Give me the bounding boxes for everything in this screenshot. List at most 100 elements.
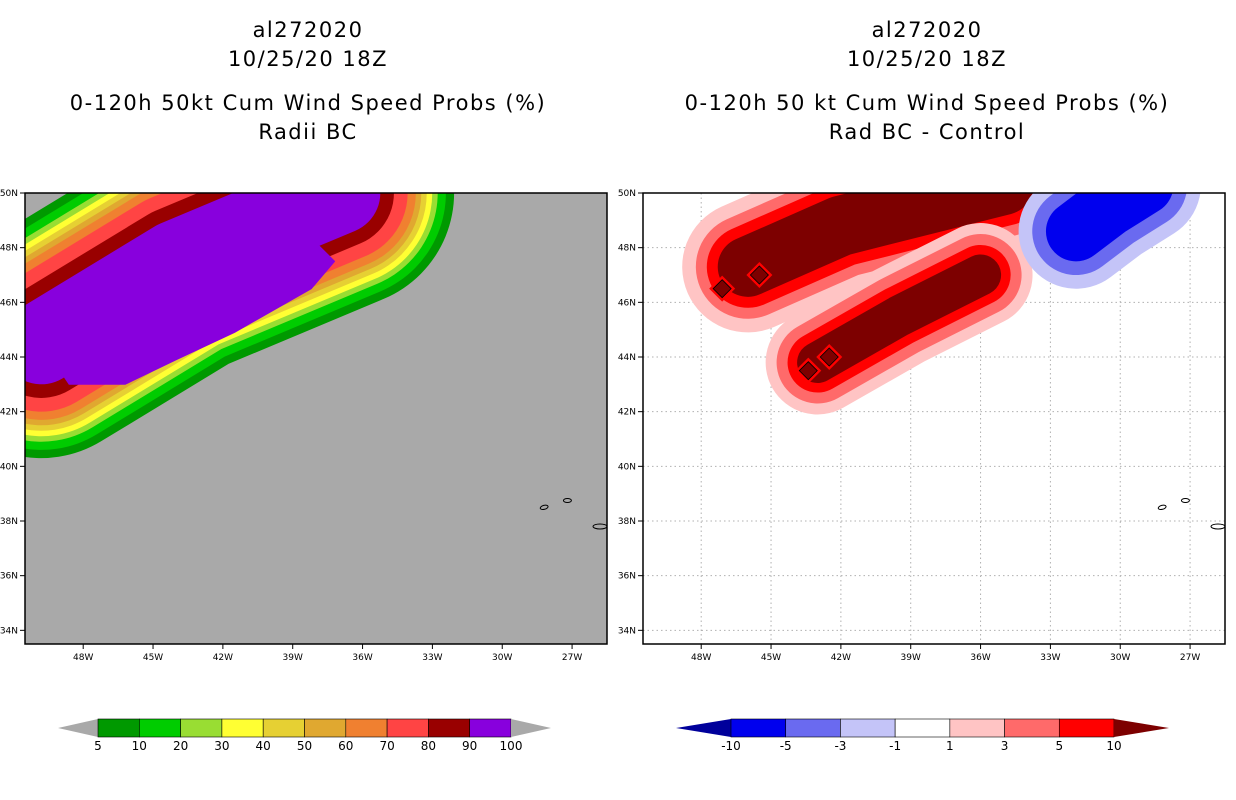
- left-x-tick-label: 27W: [562, 653, 582, 663]
- left-title-line3: 0-120h 50kt Cum Wind Speed Probs (%): [70, 91, 546, 115]
- colorbar-high-arrow: [1114, 719, 1169, 737]
- left-y-tick-label: 42N: [0, 408, 18, 418]
- left-y-tick-label: 50N: [0, 189, 18, 199]
- right-grid: [643, 192, 1225, 644]
- colorbar-swatch: [345, 718, 388, 738]
- right-difference-field: [682, 193, 1200, 415]
- left-x-tick-label: 36W: [352, 653, 372, 663]
- colorbar-low-arrow: [58, 719, 98, 737]
- colorbar-high-arrow: [511, 719, 551, 737]
- diff-cell: [819, 347, 839, 367]
- left-x-tick-label: 42W: [213, 653, 233, 663]
- south-positive-band-10: [797, 254, 1002, 383]
- left-title-line1: al272020: [253, 18, 364, 42]
- left-title-line2: 10/25/20 18Z: [228, 47, 388, 71]
- colorbar-label: 90: [462, 739, 477, 753]
- left-y-tick-label: 36N: [0, 572, 18, 582]
- left-y-tick-label: 40N: [0, 462, 18, 472]
- diff-cell: [712, 279, 732, 299]
- colorbar-swatch: [469, 718, 512, 738]
- north-positive-band-10: [717, 193, 1033, 297]
- right-y-tick-label: 40N: [618, 462, 636, 472]
- left-x-tick-label: 39W: [283, 653, 303, 663]
- left-title-line4: Radii BC: [258, 120, 357, 144]
- colorbar-label: -3: [834, 739, 846, 753]
- colorbar-label: 10: [1106, 739, 1121, 753]
- right-axes: 48W 45W 42W 39W 36W 33W 30W 27W 34N 36N 38N 40N 42N 4…: [618, 189, 1201, 663]
- colorbar-swatch: [785, 718, 841, 738]
- left-island: [539, 504, 549, 511]
- colorbar-swatch: [221, 718, 264, 738]
- left-x-tick-label: 45W: [143, 653, 163, 663]
- right-y-tick-label: 44N: [618, 353, 636, 363]
- colorbar-label: -10: [721, 739, 741, 753]
- colorbar-label: 3: [1001, 739, 1009, 753]
- right-panel: al272020 10/25/20 18Z 0-120h 50 kt Cum W…: [618, 18, 1226, 753]
- left-axes: 48W 45W 42W 39W 36W 33W 30W 27W 34N 36N 38N 40N 42N 4…: [0, 189, 582, 663]
- right-colorbar: -10 -5 -3 -1 1 3 5 10: [676, 718, 1169, 753]
- right-y-tick-label: 34N: [618, 626, 636, 636]
- left-probability-field: [25, 193, 455, 459]
- diff-cell: [798, 361, 818, 381]
- colorbar-swatch: [262, 718, 305, 738]
- colorbar-swatch: [139, 718, 181, 738]
- colorbar-label: -1: [889, 739, 901, 753]
- colorbar-swatch: [428, 718, 470, 738]
- left-x-tick-label: 48W: [73, 653, 93, 663]
- right-island: [1157, 504, 1167, 511]
- colorbar-label: 20: [173, 739, 188, 753]
- diff-cell: [749, 265, 769, 285]
- right-plot-frame: [642, 192, 1226, 645]
- right-title-line3: 0-120h 50 kt Cum Wind Speed Probs (%): [685, 91, 1170, 115]
- negative-band--5: [1045, 193, 1173, 262]
- left-colorbar: 5 10 20 30 40 50 60 70 80 90 100: [58, 718, 551, 753]
- right-title-line2: 10/25/20 18Z: [847, 47, 1007, 71]
- right-y-tick-label: 38N: [618, 517, 636, 527]
- colorbar-swatch: [949, 718, 1005, 738]
- colorbar-swatch: [304, 718, 347, 738]
- colorbar-swatch: [894, 718, 951, 738]
- colorbar-swatch: [386, 718, 429, 738]
- right-title-line4: Rad BC - Control: [829, 120, 1026, 144]
- colorbar-swatch: [97, 718, 140, 738]
- colorbar-label: 10: [132, 739, 147, 753]
- colorbar-swatch: [840, 718, 896, 738]
- colorbar-swatch: [730, 718, 787, 738]
- colorbar-label: 5: [94, 739, 102, 753]
- right-x-tick-label: 48W: [691, 653, 711, 663]
- left-x-tick-label: 33W: [422, 653, 442, 663]
- colorbar-label: 100: [500, 739, 523, 753]
- right-y-tick-label: 46N: [618, 298, 636, 308]
- right-y-tick-label: 50N: [618, 189, 636, 199]
- right-x-tick-label: 45W: [761, 653, 781, 663]
- colorbar-label: 70: [379, 739, 394, 753]
- right-title-line1: al272020: [872, 18, 983, 42]
- colorbar-label: -5: [780, 739, 792, 753]
- left-y-tick-label: 34N: [0, 626, 18, 636]
- left-y-tick-label: 46N: [0, 298, 18, 308]
- colorbar-swatch: [1058, 718, 1115, 738]
- colorbar-swatch: [1004, 718, 1060, 738]
- right-x-tick-label: 30W: [1110, 653, 1130, 663]
- colorbar-swatch: [180, 718, 223, 738]
- colorbar-label: 50: [297, 739, 312, 753]
- right-y-tick-label: 48N: [618, 244, 636, 254]
- left-x-tick-label: 30W: [492, 653, 512, 663]
- right-x-tick-label: 27W: [1180, 653, 1200, 663]
- right-x-tick-label: 39W: [901, 653, 921, 663]
- colorbar-label: 30: [214, 739, 229, 753]
- right-y-tick-label: 42N: [618, 408, 636, 418]
- left-y-tick-label: 38N: [0, 517, 18, 527]
- right-x-tick-label: 33W: [1040, 653, 1060, 663]
- left-y-tick-label: 48N: [0, 244, 18, 254]
- right-y-tick-label: 36N: [618, 572, 636, 582]
- right-x-tick-label: 42W: [831, 653, 851, 663]
- prob-band-100: [40, 225, 336, 385]
- left-plot-frame: [24, 192, 608, 645]
- colorbar-label: 60: [338, 739, 353, 753]
- right-island: [1180, 498, 1190, 503]
- colorbar-label: 80: [421, 739, 436, 753]
- right-x-tick-label: 36W: [970, 653, 990, 663]
- left-island: [562, 498, 572, 503]
